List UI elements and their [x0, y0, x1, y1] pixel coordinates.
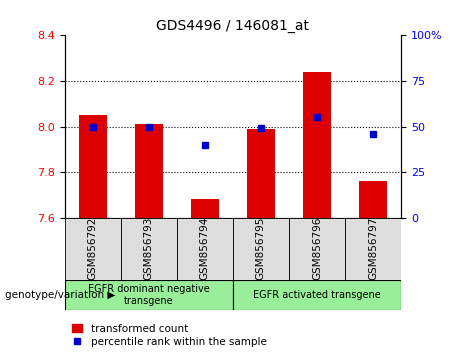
Title: GDS4496 / 146081_at: GDS4496 / 146081_at: [156, 19, 309, 33]
Bar: [135, 124, 163, 218]
Text: GSM856796: GSM856796: [312, 217, 322, 280]
Bar: [177, 218, 233, 280]
Text: GSM856794: GSM856794: [200, 217, 210, 280]
Bar: [65, 218, 121, 280]
Bar: [359, 181, 387, 218]
Legend: transformed count, percentile rank within the sample: transformed count, percentile rank withi…: [70, 321, 269, 349]
Text: GSM856795: GSM856795: [256, 217, 266, 280]
Text: GSM856793: GSM856793: [144, 217, 154, 280]
Bar: [191, 199, 219, 218]
Bar: [65, 280, 233, 310]
Bar: [289, 218, 345, 280]
Bar: [78, 115, 106, 218]
Text: GSM856797: GSM856797: [368, 217, 378, 280]
Bar: [233, 218, 289, 280]
Bar: [247, 129, 275, 218]
Bar: [121, 218, 177, 280]
Text: EGFR activated transgene: EGFR activated transgene: [253, 290, 381, 300]
Bar: [233, 280, 401, 310]
Bar: [303, 72, 331, 218]
Text: GSM856792: GSM856792: [88, 217, 98, 280]
Text: EGFR dominant negative
transgene: EGFR dominant negative transgene: [88, 284, 210, 306]
Text: genotype/variation ▶: genotype/variation ▶: [5, 290, 115, 300]
Bar: [345, 218, 401, 280]
